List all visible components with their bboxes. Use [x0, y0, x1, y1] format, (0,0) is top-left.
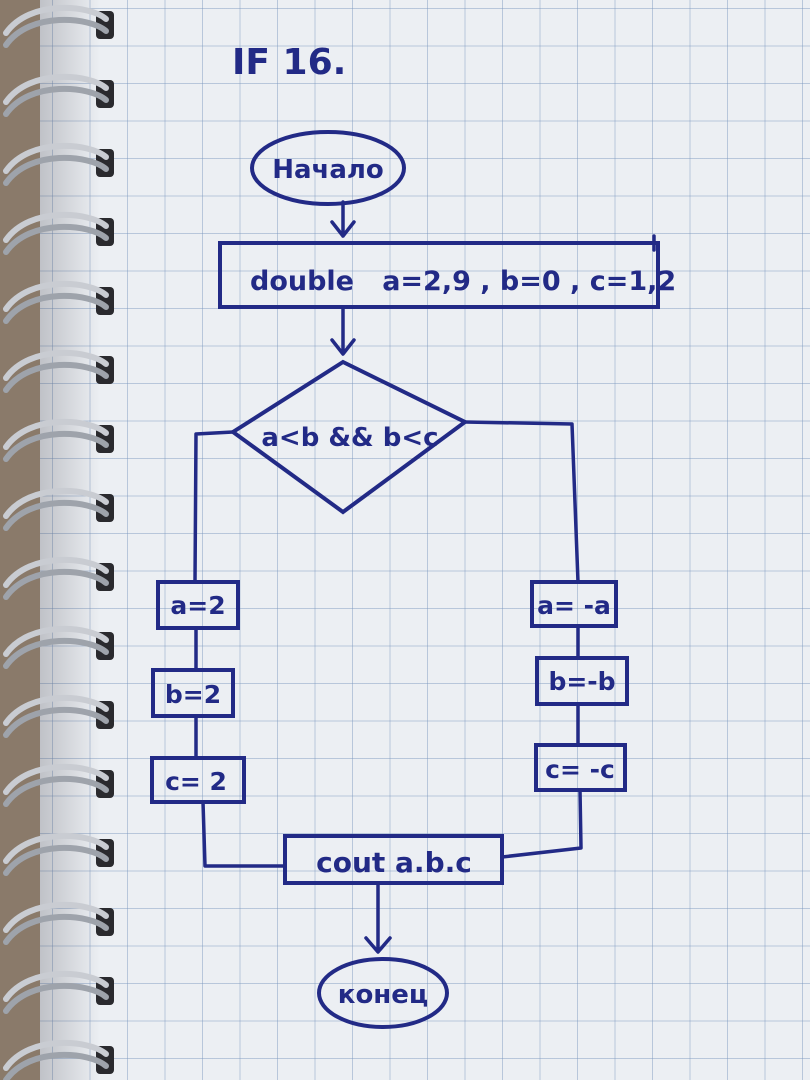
- spiral-ring: [3, 73, 109, 105]
- left-branch: a=2 b=2 c= 2: [150, 580, 246, 804]
- spiral-ring: [3, 487, 109, 519]
- arrow-output-to-end: [364, 882, 392, 954]
- right-step-box: [535, 656, 629, 706]
- page-title: IF 16.: [232, 42, 346, 83]
- left-step-label: b=2: [165, 680, 221, 709]
- spiral-ring: [3, 16, 109, 48]
- right-branch: a= -a b=-b c= -c: [530, 580, 629, 792]
- spiral-ring: [3, 280, 109, 312]
- left-step-label: c= 2: [165, 767, 227, 796]
- right-step-box: [530, 580, 618, 628]
- spiral-ring: [3, 763, 109, 795]
- spiral-ring: [3, 844, 109, 876]
- left-step-box: [156, 580, 240, 630]
- output-box: [283, 834, 504, 885]
- arrow-start-to-declare: [330, 200, 356, 238]
- spiral-ring: [3, 430, 109, 462]
- spiral-ring: [3, 832, 109, 864]
- right-step-label: b=-b: [548, 667, 615, 696]
- page-edge-shadow: [40, 0, 100, 1080]
- spiral-ring: [3, 982, 109, 1014]
- output-label: cout a.b.c: [316, 846, 472, 879]
- spiral-ring: [3, 706, 109, 738]
- end-terminal: [317, 957, 449, 1029]
- spiral-ring: [3, 142, 109, 174]
- end-label: конец: [338, 980, 428, 1010]
- spiral-ring: [3, 913, 109, 945]
- spiral-ring: [3, 211, 109, 243]
- right-step-label: c= -c: [545, 755, 615, 784]
- spiral-ring: [3, 361, 109, 393]
- spiral-ring: [3, 418, 109, 450]
- spiral-ring: [3, 223, 109, 255]
- start-label: Начало: [272, 155, 384, 185]
- right-merge-line: [500, 788, 583, 859]
- declare-label: double a=2,9 , b=0 , c=1,2: [250, 266, 676, 297]
- spiral-ring: [3, 637, 109, 669]
- spiral-ring: [3, 154, 109, 186]
- right-step-label: a= -a: [537, 591, 611, 620]
- spiral-ring: [3, 4, 109, 36]
- spiral-ring: [3, 568, 109, 600]
- spiral-ring: [3, 775, 109, 807]
- left-step-label: a=2: [170, 591, 225, 620]
- left-merge-line: [201, 800, 287, 868]
- spiral-ring: [3, 1039, 109, 1071]
- spiral-ring: [3, 556, 109, 588]
- spiral-ring: [3, 85, 109, 117]
- spiral-ring: [3, 1051, 109, 1080]
- right-branch-line: [463, 420, 580, 584]
- spiral-ring: [3, 901, 109, 933]
- spiral-ring: [3, 694, 109, 726]
- left-step-box: [151, 668, 235, 718]
- spiral-ring: [3, 292, 109, 324]
- spiral-ring: [3, 625, 109, 657]
- spiral-ring: [3, 499, 109, 531]
- arrow-declare-to-decision: [330, 306, 356, 356]
- start-terminal: [250, 130, 406, 206]
- left-branch-line: [193, 430, 235, 584]
- spiral-binding: [3, 4, 114, 1080]
- left-step-box: [150, 756, 246, 804]
- spiral-ring: [3, 349, 109, 381]
- spiral-ring: [3, 970, 109, 1002]
- declare-process-box: [218, 241, 660, 309]
- condition-decision: [229, 359, 469, 515]
- condition-label: a<b && b<c: [261, 423, 438, 453]
- notebook-page: [40, 0, 810, 1080]
